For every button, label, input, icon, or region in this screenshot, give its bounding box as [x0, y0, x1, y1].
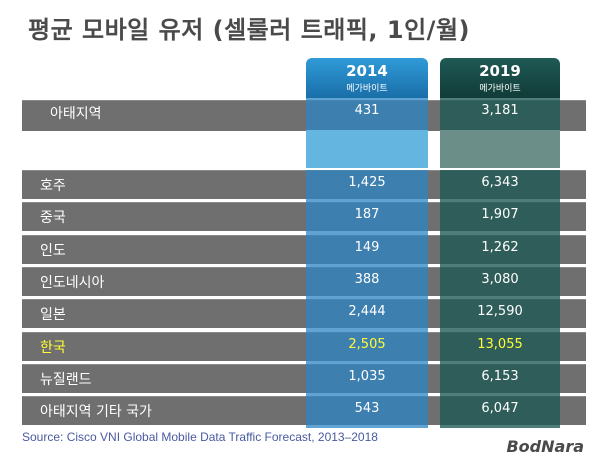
source-note: Source: Cisco VNI Global Mobile Data Tra…	[22, 430, 378, 444]
table-row: 호주 1,425 6,343	[22, 170, 586, 198]
table-row: 한국 2,505 13,055	[22, 332, 586, 360]
value-2014: 2,444	[348, 304, 386, 320]
column-2014-fill	[306, 98, 428, 130]
column-2019-fill	[440, 170, 560, 429]
page-title: 평균 모바일 유저 (셀룰러 트래픽, 1인/월)	[28, 16, 470, 44]
row-label: 한국	[40, 339, 66, 356]
column-year: 2019	[479, 62, 521, 80]
brand-logo: BodNara	[506, 437, 584, 456]
value-2019: 12,590	[477, 304, 523, 320]
row-label: 중국	[40, 210, 66, 227]
value-2014: 2,505	[348, 336, 386, 352]
value-2019: 3,080	[481, 271, 519, 287]
table-row: 뉴질랜드 1,035 6,153	[22, 364, 586, 392]
table-row: 인도 149 1,262	[22, 235, 586, 263]
row-label: 뉴질랜드	[40, 371, 92, 388]
value-2019: 6,047	[481, 401, 519, 417]
value-2019: 6,153	[481, 368, 519, 384]
value-2014: 1,035	[348, 368, 386, 384]
column-year: 2014	[346, 62, 388, 80]
value-2014: 187	[354, 207, 380, 223]
value-2014: 543	[354, 401, 380, 417]
column-2019-fill	[440, 98, 560, 130]
value-2014: 1,425	[348, 175, 386, 190]
value-2019: 1,262	[481, 239, 519, 255]
value-2019: 6,343	[481, 175, 519, 190]
table-row: 중국 187 1,907	[22, 202, 586, 230]
table-row: 인도네시아 388 3,080	[22, 267, 586, 295]
row-label: 아태지역	[50, 106, 102, 122]
value-2019: 3,181	[481, 103, 519, 118]
table-row: 아태지역 기타 국가 543 6,047	[22, 396, 586, 424]
value-2019: 1,907	[481, 207, 519, 223]
column-2014-fill	[306, 170, 428, 429]
row-label: 일본	[40, 307, 66, 324]
value-2019: 13,055	[477, 336, 523, 352]
value-2014: 388	[354, 271, 380, 287]
row-label: 아태지역 기타 국가	[40, 404, 152, 421]
table-row: 일본 2,444 12,590	[22, 299, 586, 327]
column-2014-spacer	[306, 130, 428, 168]
column-2019-spacer	[440, 130, 560, 168]
row-label: 인도	[40, 242, 66, 259]
column-unit: 메가바이트	[346, 84, 388, 94]
row-label: 인도네시아	[40, 274, 105, 291]
value-2014: 149	[354, 239, 380, 255]
table-row: 아태지역 431 3,181	[22, 100, 586, 128]
column-unit: 메가바이트	[479, 84, 521, 94]
row-label: 호주	[40, 178, 66, 194]
column-header-2014: 2014 메가바이트	[306, 58, 428, 98]
value-2014: 431	[354, 103, 380, 118]
column-header-2019: 2019 메가바이트	[440, 58, 560, 98]
